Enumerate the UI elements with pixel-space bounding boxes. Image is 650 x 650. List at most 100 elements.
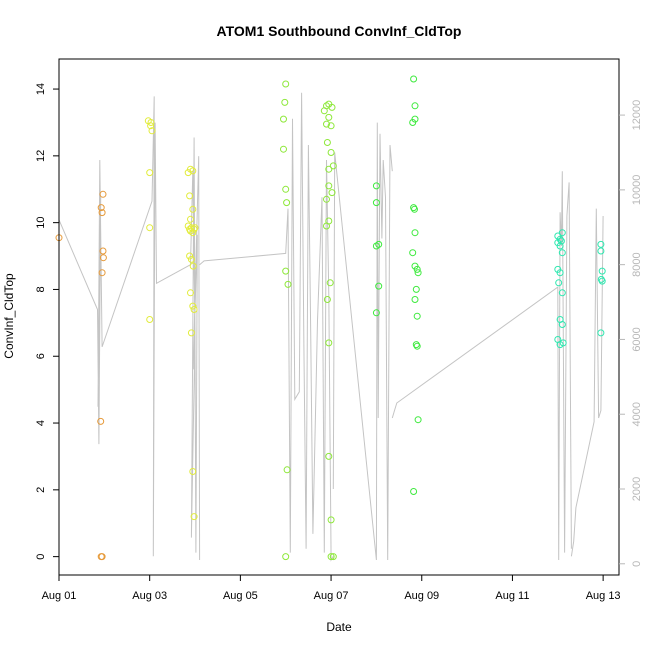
data-point-s0-5: [98, 209, 106, 217]
altitude-line-segment-4: [570, 208, 604, 557]
altitude-line-segment-1: [199, 92, 334, 562]
data-point-s3-18: [411, 296, 419, 303]
data-point-s4-3: [557, 237, 565, 245]
data-point-s2-6: [282, 267, 290, 275]
y-tick-label-7: 14: [35, 83, 47, 95]
data-point-s4-8: [556, 269, 564, 277]
x-axis: Aug 01 Aug 03 Aug 05 Aug 07 Aug 09 Aug 11 Aug …: [42, 575, 621, 602]
y-tick-label-3: 6: [35, 353, 47, 359]
data-point-s3-11: [411, 205, 418, 213]
data-point-s3-13: [409, 249, 417, 257]
y-axis-label: ConvInf_CldTop: [2, 273, 16, 359]
data-point-s1-24: [189, 302, 197, 310]
data-point-s1-28: [190, 513, 198, 521]
data-point-s1-12: [187, 215, 194, 223]
data-point-s3-16: [414, 269, 422, 277]
data-point-s4-15: [559, 339, 567, 347]
altitude-line-segment-0: [58, 96, 201, 561]
data-point-s2-3: [280, 145, 287, 153]
data-point-s1-4: [146, 169, 154, 177]
data-point-s2-19: [325, 165, 333, 173]
data-points: [55, 75, 606, 561]
data-point-s3-3: [372, 242, 380, 250]
data-point-s2-25: [323, 222, 330, 230]
data-point-s3-12: [411, 229, 419, 237]
data-point-s1-22: [189, 262, 197, 270]
data-point-s1-26: [187, 329, 195, 337]
y2-tick-label-0: 0: [631, 561, 643, 567]
data-point-s2-29: [325, 452, 333, 460]
data-point-s2-18: [327, 149, 335, 156]
data-point-s0-4: [97, 204, 105, 212]
data-point-s4-6: [558, 249, 566, 257]
data-point-s4-9: [555, 279, 563, 287]
data-point-s2-14: [325, 113, 333, 121]
data-point-s4-10: [558, 289, 566, 297]
data-point-s4-5: [556, 242, 564, 250]
data-point-s2-21: [325, 182, 333, 190]
data-point-s0-6: [99, 190, 107, 198]
x-tick-label-1: Aug 03: [132, 590, 167, 602]
data-point-s3-0: [372, 182, 380, 190]
data-point-s2-2: [280, 115, 287, 123]
y-tick-label-2: 4: [35, 420, 47, 426]
x-tick-label-2: Aug 05: [223, 590, 258, 602]
y-tick-label-6: 12: [35, 150, 47, 162]
data-point-s3-6: [410, 75, 418, 83]
altitude-lines: [58, 92, 604, 562]
plot-border: [58, 58, 620, 576]
data-point-s3-15: [413, 265, 421, 273]
y-tick-label-5: 10: [35, 217, 47, 229]
data-point-s2-5: [283, 199, 291, 207]
data-point-s3-21: [413, 342, 421, 350]
data-point-s2-23: [323, 195, 330, 203]
data-point-s1-21: [187, 255, 195, 263]
data-point-s0-2: [98, 553, 106, 561]
altitude-line-segment-3: [391, 171, 572, 561]
data-point-s2-16: [327, 122, 335, 130]
data-point-s2-31: [327, 553, 335, 561]
x-axis-label: Date: [326, 620, 352, 634]
data-point-s2-27: [323, 296, 331, 303]
data-point-s2-8: [283, 466, 291, 474]
data-point-s3-7: [411, 102, 419, 110]
data-point-s0-8: [99, 254, 107, 262]
data-point-s3-17: [412, 285, 420, 293]
data-point-s4-21: [597, 329, 605, 337]
data-point-s3-4: [375, 282, 383, 290]
y-tick-label-4: 8: [35, 286, 47, 292]
data-point-s0-3: [97, 417, 105, 425]
data-point-s1-2: [148, 127, 156, 135]
data-point-s2-13: [328, 103, 336, 111]
data-point-s4-18: [598, 267, 606, 275]
data-point-s3-1: [372, 199, 380, 207]
data-point-s3-5: [372, 309, 380, 317]
data-point-s4-12: [558, 321, 566, 328]
data-point-s3-19: [413, 312, 421, 320]
data-point-s2-0: [282, 80, 290, 88]
data-point-s2-15: [323, 120, 330, 128]
data-point-s0-7: [99, 247, 107, 255]
data-point-s2-20: [329, 162, 337, 170]
data-point-s1-25: [190, 306, 198, 313]
data-point-s3-22: [414, 416, 422, 424]
data-point-s2-12: [320, 107, 328, 115]
x-tick-label-0: Aug 01: [42, 590, 77, 602]
right-y-axis: 0 2000 4000 6000 8000 10000 12000: [619, 100, 643, 567]
chart-title: ATOM1 Southbound ConvInf_CldTop: [217, 23, 462, 39]
data-point-s4-17: [597, 247, 605, 255]
data-point-s2-26: [326, 279, 334, 287]
y2-tick-label-1: 2000: [631, 477, 643, 501]
data-point-s1-3: [147, 119, 155, 126]
data-point-s1-27: [189, 468, 197, 475]
data-point-s4-2: [558, 229, 566, 237]
data-point-s2-4: [282, 185, 290, 193]
data-point-s4-16: [597, 240, 605, 248]
y-axis: 0 2 4 6 8 10 12 14: [35, 83, 59, 560]
y2-tick-label-6: 12000: [631, 100, 643, 131]
data-point-s2-17: [323, 139, 331, 146]
x-tick-label-6: Aug 13: [586, 590, 621, 602]
y2-tick-label-3: 6000: [631, 327, 643, 351]
data-point-s3-23: [410, 488, 418, 495]
